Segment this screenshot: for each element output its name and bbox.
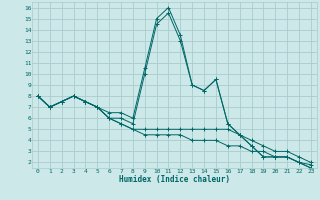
X-axis label: Humidex (Indice chaleur): Humidex (Indice chaleur) — [119, 175, 230, 184]
